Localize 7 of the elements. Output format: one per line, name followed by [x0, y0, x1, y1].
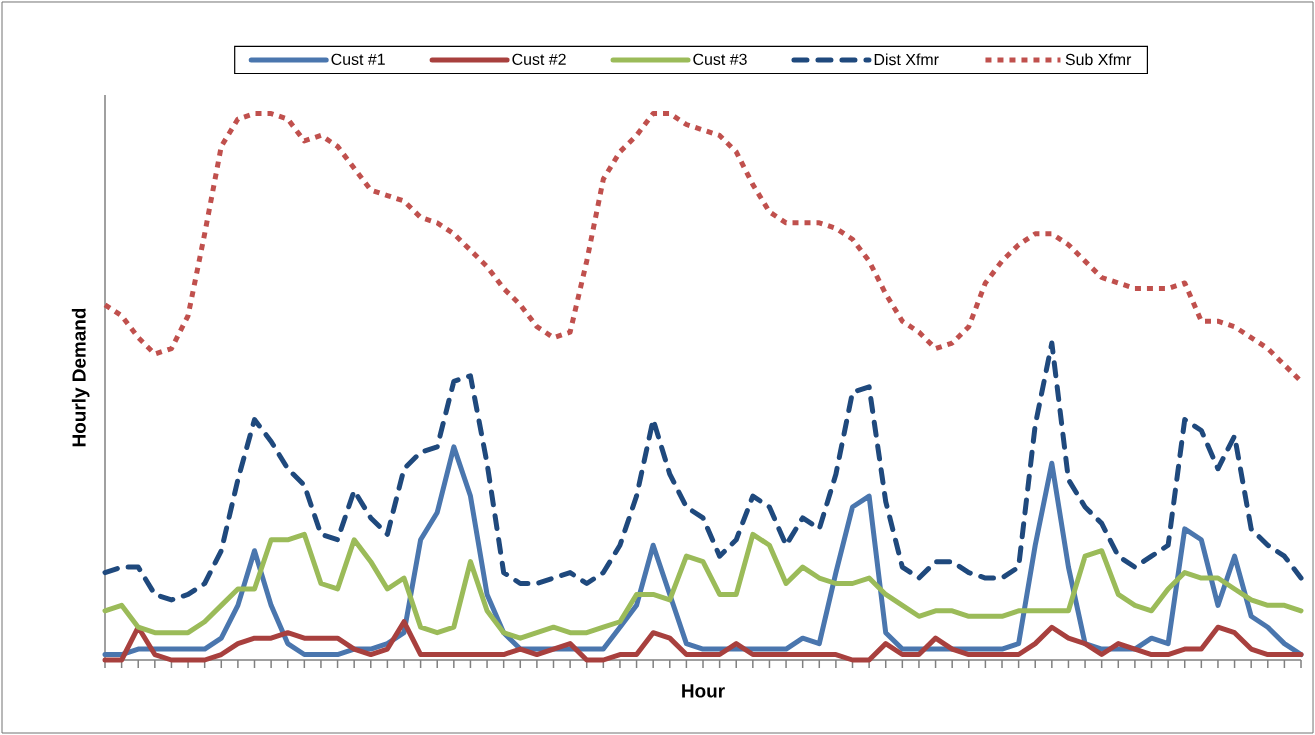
legend-label: Cust #2 [512, 53, 566, 65]
x-axis-title: Hour [682, 684, 725, 698]
legend-label: Dist Xfmr [874, 53, 939, 66]
legend-label: Sub Xfmr [1065, 53, 1132, 66]
legend-label: Cust #1 [331, 53, 385, 65]
y-axis-title: Hourly Demand [71, 308, 90, 447]
legend-label: Cust #3 [693, 53, 747, 65]
